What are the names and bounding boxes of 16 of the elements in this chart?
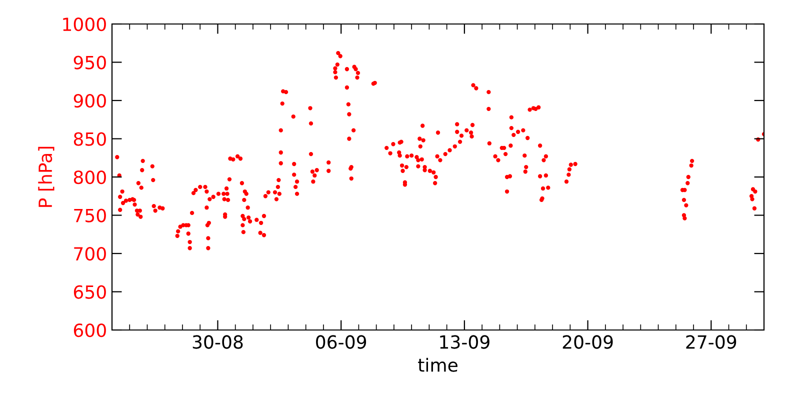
- x-tick-label: 20-09: [562, 335, 613, 349]
- y-tick-label: 750: [74, 208, 106, 222]
- y-tick-label: 600: [74, 323, 106, 338]
- x-axis-title: time: [418, 358, 458, 372]
- y-tick-label: 950: [74, 56, 106, 70]
- x-tick-label: 06-09: [316, 335, 366, 349]
- y-axis-title: P [hPa]: [38, 146, 54, 207]
- y-tick-label: 1000: [63, 17, 106, 32]
- y-tick-label: 900: [74, 94, 106, 108]
- y-tick-label: 800: [74, 170, 106, 184]
- y-tick-label: 700: [74, 246, 106, 261]
- x-tick-label: 13-09: [440, 335, 490, 349]
- y-tick-label: 850: [74, 132, 106, 146]
- x-tick-label: 30-08: [192, 335, 243, 349]
- y-tick-label: 650: [74, 285, 106, 299]
- x-tick-label: 27-09: [686, 335, 736, 349]
